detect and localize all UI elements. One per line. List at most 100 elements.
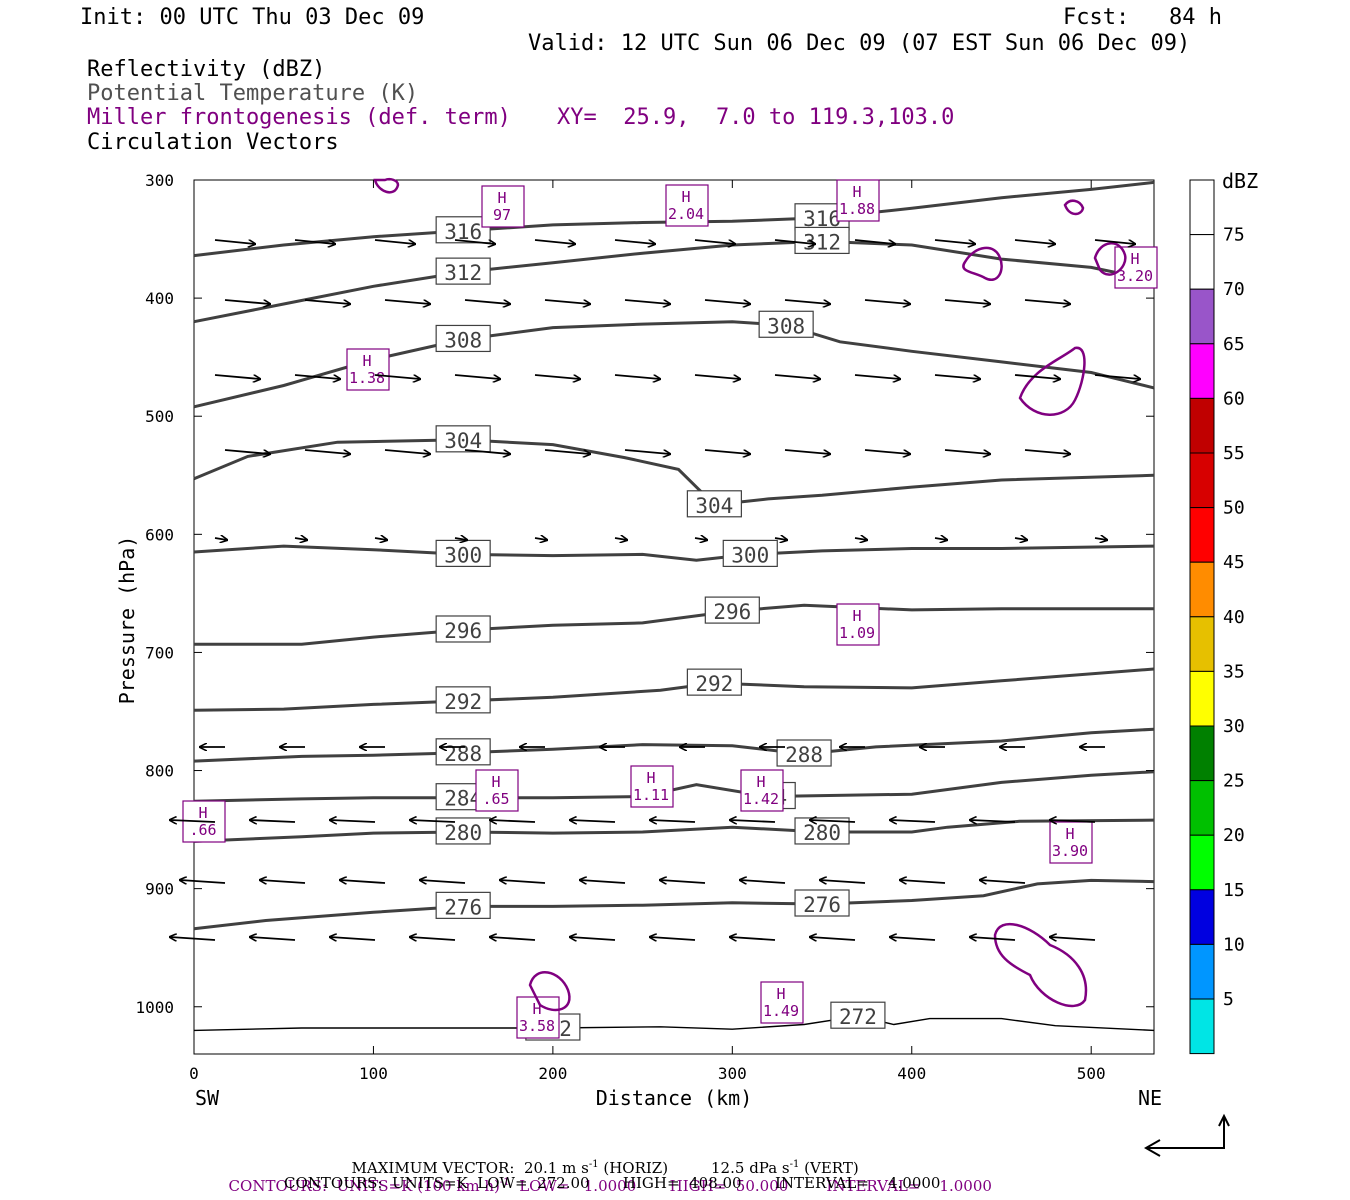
colorbar-swatch [1189,343,1215,399]
circulation-vector [224,449,270,454]
fronto-max-value: .65 [482,790,509,808]
circulation-vector [224,299,270,304]
frontogenesis-contour [962,246,1003,281]
colorbar-top [1189,179,1215,236]
theta-label-box [758,310,814,338]
theta-label-box [435,425,491,453]
circulation-vector [1094,374,1140,379]
theta-label: 316 [444,220,482,244]
circulation-vector [784,449,830,454]
circulation-vector [784,299,830,304]
circulation-vector [420,880,466,883]
theta-label: 316 [803,207,841,231]
frontogenesis-contour [1093,242,1127,276]
circulation-vector [740,880,786,883]
theta-label-box [435,216,491,244]
circulation-vector [774,239,815,244]
colorbar-unit: dBZ [1222,169,1258,193]
circulation-vector [330,937,376,940]
circulation-vector [374,374,420,379]
colorbar-tick-label: 40 [1223,607,1245,628]
y-tick-label: 800 [145,762,174,781]
circulation-vector [534,239,575,244]
circulation-vector [570,937,616,940]
theta-label-box [435,686,491,714]
fronto-max-box [836,603,880,646]
circulation-vector [464,449,510,454]
x-tick-label: 100 [359,1064,388,1083]
theta-label: 292 [695,672,733,696]
theta-label: 292 [444,690,482,714]
colorbar-tick-label: 10 [1223,934,1245,955]
circulation-vector [170,820,216,822]
circulation-vector [774,538,787,540]
fronto-max-value: 3.20 [1117,267,1153,285]
theta-label-box [435,539,491,568]
theta-label: 308 [444,328,482,352]
valid-time: Valid: 12 UTC Sun 06 Dec 09 (07 EST Sun … [528,31,1191,56]
circulation-vector [1024,449,1070,454]
x-axis-title: Distance (km) [596,1086,753,1110]
fronto-max-h: H [646,769,655,787]
colorbar-swatch [1189,780,1215,836]
circulation-vector [384,449,430,454]
theta-label-box [435,891,491,919]
circulation-vector [490,937,536,940]
colorbar-tick-label: 45 [1223,552,1245,573]
fronto-max-h: H [497,189,506,207]
circulation-vector [304,299,350,304]
circulation-vector [704,299,750,304]
theta-label-box [794,889,850,917]
colorbar-tick-label: 65 [1223,334,1245,355]
theta-label: 300 [731,543,769,567]
circulation-vector [934,239,975,244]
colorbar-swatch [1189,507,1215,563]
circulation-vector [970,937,1016,940]
cross-section-xy: XY= 25.9, 7.0 to 119.3,103.0 [557,105,955,130]
circulation-vector [1014,374,1060,379]
circulation-vector [410,937,456,940]
colorbar-swatch [1189,998,1215,1055]
theta-contour-288 [193,727,1155,763]
fronto-max-h: H [491,773,500,791]
fronto-max-box [475,769,519,812]
theta-label: 280 [803,821,841,845]
circulation-vector [854,538,867,540]
circulation-vector [1014,538,1027,540]
circulation-vector [694,538,707,540]
circulation-vector [374,239,415,244]
y-tick-label: 300 [145,171,174,190]
circulation-vector [614,538,627,540]
colorbar-swatch [1189,725,1215,782]
circulation-vector [774,374,820,379]
circulation-vector [454,374,500,379]
circulation-vector [854,374,900,379]
x-tick-label: 400 [897,1064,926,1083]
theta-contour-292 [193,667,1155,712]
colorbar-swatch [1189,561,1215,618]
circulation-vector [820,880,866,883]
init-time: Init: 00 UTC Thu 03 Dec 09 [80,5,425,30]
circulation-vector [454,538,467,540]
frontogenesis-contour [528,971,571,1012]
colorbar-swatch [1189,616,1215,672]
theta-label-box [435,324,491,353]
circulation-vector [624,449,670,454]
colorbar-tick-label: 55 [1223,443,1245,464]
theta-contour-300 [193,544,1155,562]
circulation-vector [304,449,350,454]
theta-label-box [776,739,832,767]
y-tick-label: 900 [145,880,174,899]
fronto-max-h: H [852,183,861,201]
circulation-vector [214,239,255,244]
theta-contour-info: CONTOURS: UNITS=K LOW= 272.00 HIGH= 408.… [284,1174,941,1192]
fronto-max-h: H [681,188,690,206]
colorbar-swatch [1189,834,1215,891]
y-tick-label: 1000 [135,998,174,1017]
theta-label: 276 [444,895,482,919]
circulation-vector [384,299,430,304]
field-reflectivity: Reflectivity (dBZ) [87,57,326,82]
fronto-max-h: H [852,607,861,625]
theta-contour-280 [193,818,1155,843]
